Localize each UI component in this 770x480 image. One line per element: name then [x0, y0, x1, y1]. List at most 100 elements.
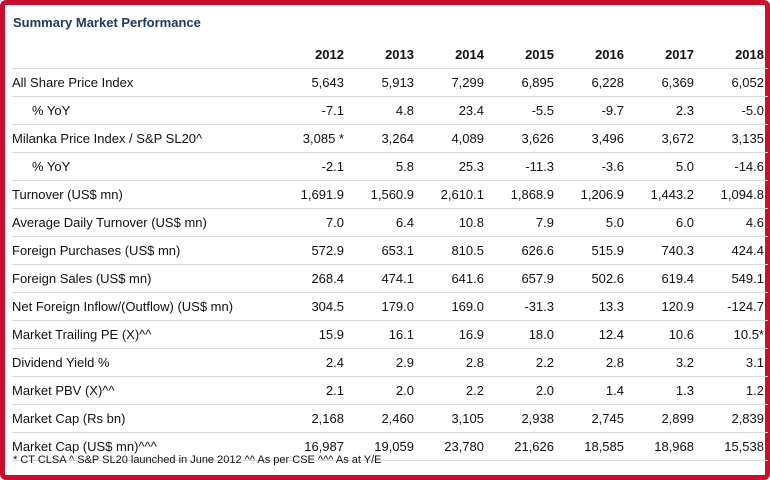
value-cell: 626.6 [488, 236, 558, 265]
value-cell: 15,538 [698, 432, 768, 461]
value-cell: 1,560.9 [348, 180, 418, 209]
year-header: 2016 [558, 41, 628, 69]
value-cell: 6.4 [348, 208, 418, 237]
value-cell: 4,089 [418, 124, 488, 153]
value-cell: -5.0 [698, 96, 768, 125]
value-cell: 1,868.9 [488, 180, 558, 209]
value-cell: -2.1 [278, 152, 348, 181]
table-row: Average Daily Turnover (US$ mn) 7.0 6.4 10.… [12, 208, 768, 237]
value-cell: 424.4 [698, 236, 768, 265]
value-cell: -9.7 [558, 96, 628, 125]
table-row: Market PBV (X)^^ 2.1 2.0 2.2 2.0 1.4 1.3 1.2 [12, 376, 768, 405]
value-cell: 25.3 [418, 152, 488, 181]
table-row: Turnover (US$ mn) 1,691.9 1,560.9 2,610.1 1,… [12, 180, 768, 209]
year-header: 2018 [698, 41, 768, 69]
value-cell: 5,913 [348, 68, 418, 97]
value-cell: 15.9 [278, 320, 348, 349]
value-cell: 3,085 * [278, 124, 348, 153]
value-cell: 7.9 [488, 208, 558, 237]
value-cell: 4.8 [348, 96, 418, 125]
value-cell: 2.2 [488, 348, 558, 377]
value-cell: -31.3 [488, 292, 558, 321]
value-cell: 268.4 [278, 264, 348, 293]
value-cell: 810.5 [418, 236, 488, 265]
value-cell: -14.6 [698, 152, 768, 181]
value-cell: 23.4 [418, 96, 488, 125]
year-header: 2012 [278, 41, 348, 69]
value-cell: 23,780 [418, 432, 488, 461]
value-cell: 16.1 [348, 320, 418, 349]
value-cell: 21,626 [488, 432, 558, 461]
footnote: * CT CLSA ^ S&P SL20 launched in June 20… [13, 454, 382, 466]
value-cell: 1,691.9 [278, 180, 348, 209]
year-header: 2014 [418, 41, 488, 69]
value-cell: 2,899 [628, 404, 698, 433]
table-row: Milanka Price Index / S&P SL20^ 3,085 * 3,… [12, 124, 768, 153]
value-cell: 5,643 [278, 68, 348, 97]
value-cell: 2.3 [628, 96, 698, 125]
row-label: Market PBV (X)^^ [12, 376, 278, 405]
value-cell: 16.9 [418, 320, 488, 349]
year-header: 2013 [348, 41, 418, 69]
value-cell: 6,228 [558, 68, 628, 97]
value-cell: 653.1 [348, 236, 418, 265]
value-cell: 18,585 [558, 432, 628, 461]
value-cell: 502.6 [558, 264, 628, 293]
value-cell: 619.4 [628, 264, 698, 293]
value-cell: 2,938 [488, 404, 558, 433]
market-performance-table: 2012 2013 2014 2015 2016 2017 2018 All S… [12, 41, 768, 461]
value-cell: 7.0 [278, 208, 348, 237]
value-cell: 2.0 [488, 376, 558, 405]
value-cell: -11.3 [488, 152, 558, 181]
table-row: Market Cap (Rs bn) 2,168 2,460 3,105 2,938 2,… [12, 404, 768, 433]
year-header: 2015 [488, 41, 558, 69]
value-cell: 1,206.9 [558, 180, 628, 209]
row-label: Turnover (US$ mn) [12, 180, 278, 209]
value-cell: 2,745 [558, 404, 628, 433]
value-cell: -3.6 [558, 152, 628, 181]
value-cell: 474.1 [348, 264, 418, 293]
table-row: Foreign Sales (US$ mn) 268.4 474.1 641.6 657… [12, 264, 768, 293]
value-cell: 5.0 [628, 152, 698, 181]
table-body: All Share Price Index 5,643 5,913 7,299 6,89… [12, 68, 768, 461]
value-cell: 1.3 [628, 376, 698, 405]
value-cell: 18,968 [628, 432, 698, 461]
table-row: % YoY -7.1 4.8 23.4 -5.5 -9.7 2.3 -5.0 [12, 96, 768, 125]
header-label-cell [12, 41, 278, 69]
value-cell: 3,105 [418, 404, 488, 433]
value-cell: 10.6 [628, 320, 698, 349]
value-cell: 179.0 [348, 292, 418, 321]
row-label: Milanka Price Index / S&P SL20^ [12, 124, 278, 153]
value-cell: 2,168 [278, 404, 348, 433]
table-row: Net Foreign Inflow/(Outflow) (US$ mn) 304… [12, 292, 768, 321]
row-label: Average Daily Turnover (US$ mn) [12, 208, 278, 237]
row-label: Net Foreign Inflow/(Outflow) (US$ mn) [12, 292, 278, 321]
value-cell: 2.1 [278, 376, 348, 405]
value-cell: 2.2 [418, 376, 488, 405]
row-label: Market Trailing PE (X)^^ [12, 320, 278, 349]
value-cell: 4.6 [698, 208, 768, 237]
value-cell: 10.8 [418, 208, 488, 237]
row-label: Dividend Yield % [12, 348, 278, 377]
value-cell: 3,135 [698, 124, 768, 153]
value-cell: 3,496 [558, 124, 628, 153]
value-cell: 1.4 [558, 376, 628, 405]
table-row: Market Cap (US$ mn)^^^ 16,987 19,059 23,780… [12, 432, 768, 461]
table-title: Summary Market Performance [13, 15, 201, 30]
value-cell: 5.8 [348, 152, 418, 181]
value-cell: 6,895 [488, 68, 558, 97]
row-label: Market Cap (Rs bn) [12, 404, 278, 433]
row-label: All Share Price Index [12, 68, 278, 97]
value-cell: 549.1 [698, 264, 768, 293]
value-cell: 1.2 [698, 376, 768, 405]
row-label: % YoY [12, 152, 278, 181]
value-cell: 3.1 [698, 348, 768, 377]
row-label: Foreign Purchases (US$ mn) [12, 236, 278, 265]
value-cell: 515.9 [558, 236, 628, 265]
value-cell: 169.0 [418, 292, 488, 321]
value-cell: 120.9 [628, 292, 698, 321]
value-cell: 6,369 [628, 68, 698, 97]
value-cell: 2.9 [348, 348, 418, 377]
value-cell: 3,264 [348, 124, 418, 153]
